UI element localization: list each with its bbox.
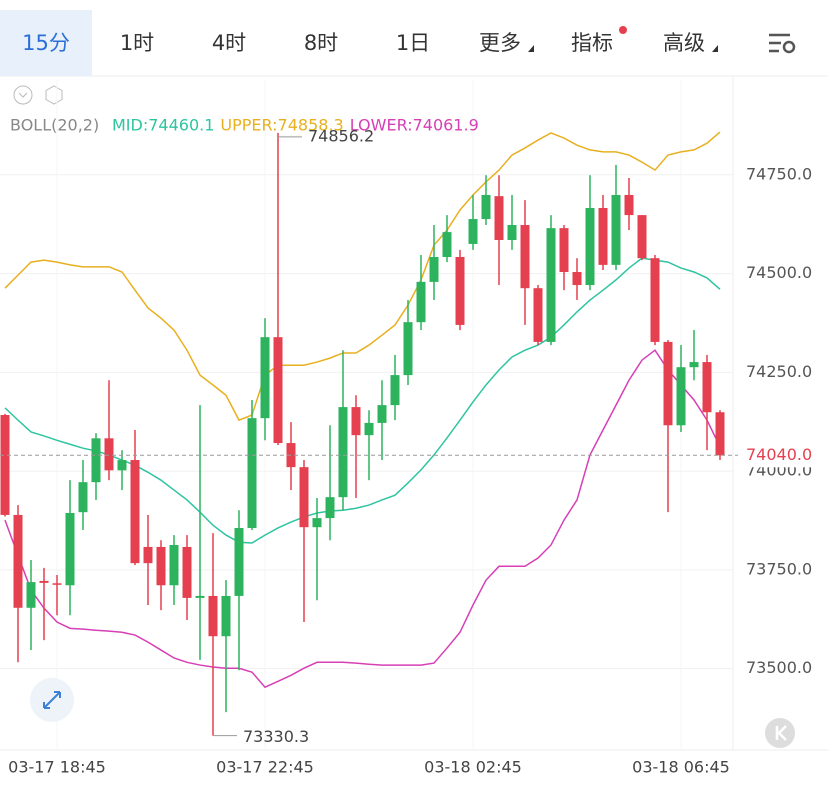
legend-entry: MID:74460.1: [112, 116, 214, 135]
y-tick-label: 73500.0: [746, 658, 812, 677]
candle-body: [117, 460, 127, 471]
candle-body: [572, 271, 582, 286]
candle-body: [351, 407, 361, 436]
candle-body: [494, 196, 504, 240]
candle-body: [364, 422, 374, 436]
indicator-name: BOLL(20,2): [10, 116, 99, 135]
candle-body: [533, 288, 543, 342]
x-tick-label: 03-18 06:45: [632, 758, 730, 777]
candle-body: [169, 544, 179, 586]
candle-body: [104, 438, 114, 471]
y-tick-label: 74500.0: [746, 263, 812, 282]
candle-body: [507, 224, 517, 240]
candle-body: [156, 546, 166, 586]
low-label: 73330.3: [243, 727, 309, 746]
candle-body: [52, 583, 62, 585]
candle-body: [273, 337, 283, 444]
candle-body: [416, 281, 426, 323]
y-tick-label: 74750.0: [746, 164, 812, 183]
x-tick-label: 03-17 18:45: [8, 758, 106, 777]
candle-body: [325, 497, 335, 519]
candle-body: [611, 194, 621, 265]
candle-body: [598, 207, 608, 265]
tab-bar: [0, 0, 828, 76]
candle-body: [663, 341, 673, 426]
candle-body: [442, 232, 452, 257]
candle-body: [455, 256, 465, 325]
candle-body: [702, 362, 712, 413]
candle-body: [585, 207, 595, 286]
boll-line: [4, 349, 721, 689]
candle-body: [65, 512, 75, 586]
candle-body: [377, 405, 387, 423]
candle-body: [468, 219, 478, 244]
legend-entry: UPPER:74858.3: [220, 116, 343, 135]
candle-body: [312, 518, 322, 528]
candle-body: [143, 546, 153, 564]
candle-body: [546, 228, 556, 342]
candle-body: [481, 194, 491, 220]
candle-body: [260, 337, 270, 419]
candle-body: [195, 595, 205, 598]
tab[interactable]: 更多: [479, 31, 521, 55]
tab[interactable]: 高级: [663, 31, 705, 55]
settings-hex[interactable]: [45, 85, 63, 105]
expand-icon: [43, 691, 61, 709]
high-label: 74856.2: [308, 126, 374, 145]
candle-body: [26, 582, 36, 608]
candle-body: [130, 460, 140, 564]
tab[interactable]: 指标: [571, 31, 613, 55]
candle-body: [715, 412, 725, 456]
tab[interactable]: 4时: [212, 31, 246, 55]
x-tick-label: 03-17 22:45: [216, 758, 314, 777]
tab[interactable]: 1日: [396, 31, 430, 55]
latest-icon: [775, 725, 787, 741]
tab-active-bg: [0, 10, 92, 76]
candle-body: [247, 418, 257, 528]
x-tick-label: 03-18 02:45: [424, 758, 522, 777]
candle-body: [689, 362, 699, 368]
candle-body: [234, 527, 244, 596]
candle-body: [559, 228, 569, 272]
candle-body: [13, 514, 23, 608]
collapse-icon-chevron: [18, 92, 28, 98]
plot-area: [0, 80, 733, 750]
more-caret: [528, 45, 534, 52]
legend-entry: LOWER:74061.9: [350, 116, 479, 135]
candle-body: [338, 407, 348, 498]
candle-body: [429, 256, 439, 282]
candle-body: [39, 580, 49, 583]
tab[interactable]: 8时: [304, 31, 338, 55]
settings-icon[interactable]: [769, 33, 796, 54]
y-tick-label: 74250.0: [746, 362, 812, 381]
tab[interactable]: 1时: [120, 31, 154, 55]
candle-body: [624, 194, 634, 216]
candle-body: [221, 595, 231, 637]
price-label: 74040.0: [746, 445, 812, 464]
candle-body: [208, 595, 218, 637]
candle-body: [182, 546, 192, 598]
boll-line: [4, 131, 721, 422]
boll-line: [4, 257, 721, 544]
candle-body: [91, 438, 101, 483]
tab[interactable]: 15分: [22, 31, 70, 55]
indicator-dot: [619, 26, 627, 34]
candle-body: [676, 367, 686, 426]
collapse-icon[interactable]: [13, 85, 33, 105]
y-tick-label: 73750.0: [746, 559, 812, 578]
candle-body: [403, 322, 413, 376]
advanced-caret: [712, 45, 718, 52]
candle-body: [299, 467, 309, 528]
candle-body: [78, 482, 88, 513]
candle-body: [637, 215, 647, 259]
candle-body: [0, 415, 10, 515]
candle-body: [650, 258, 660, 342]
candle-body: [520, 224, 530, 289]
candle-body: [390, 375, 400, 406]
price-tag: [738, 443, 820, 468]
